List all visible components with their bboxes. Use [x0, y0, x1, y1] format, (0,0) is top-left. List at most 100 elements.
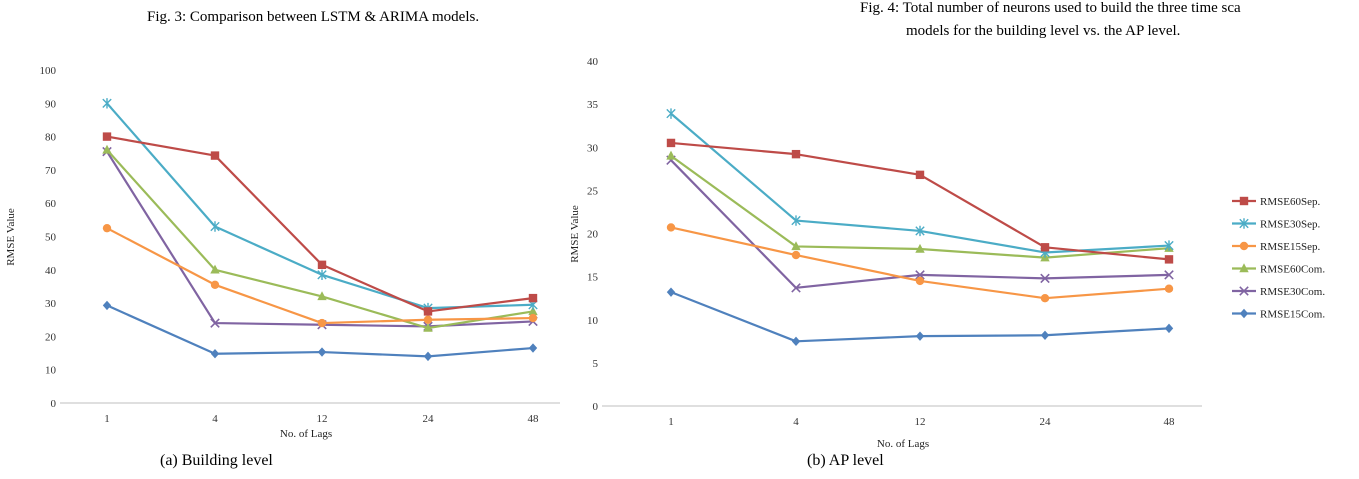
chart-building-level: 0 10 20 30 40 50 60 70 80 90 100 1 4 12 24 48 No. of Lag… [5, 65, 560, 440]
x-axis-label: No. of Lags [280, 428, 332, 440]
figure-4-caption-line1: Fig. 4: Total number of neurons used to … [860, 0, 1241, 16]
legend-label: RMSE60Sep. [1260, 196, 1320, 208]
series-rmse60com [102, 144, 538, 332]
data-point [423, 322, 433, 332]
legend-label: RMSE30Sep. [1260, 219, 1320, 231]
data-point [102, 223, 112, 233]
x-tick-label: 48 [1164, 416, 1176, 428]
data-point [1164, 240, 1174, 251]
y-tick-label: 30 [45, 298, 57, 310]
data-point [791, 149, 801, 159]
data-point [102, 98, 112, 109]
data-point [528, 306, 538, 316]
data-point [915, 225, 925, 237]
series-rmse30com [102, 146, 538, 332]
data-point [102, 300, 112, 311]
subcaption-ap-level: (b) AP level [807, 452, 884, 469]
data-point [791, 250, 801, 260]
legend-marker [1239, 196, 1249, 206]
series-line [106, 135, 534, 313]
data-point [317, 318, 327, 328]
x-tick-label: 1 [104, 413, 110, 425]
data-point [1164, 284, 1174, 293]
data-point [210, 221, 220, 232]
legend-item: RMSE30Com. [1232, 286, 1325, 298]
x-tick-label: 4 [212, 413, 218, 425]
series-line [670, 159, 1170, 289]
x-tick-label: 24 [423, 413, 435, 425]
series-line [670, 226, 1170, 300]
data-point [915, 276, 925, 286]
figure-4-caption-line2: models for the building level vs. the AP… [906, 23, 1181, 39]
series-line [106, 227, 534, 325]
y-tick-label: 60 [45, 198, 57, 210]
y-tick-label: 20 [587, 229, 599, 241]
legend-label: RMSE15Com. [1260, 309, 1325, 321]
y-tick-label: 25 [587, 185, 599, 197]
y-tick-label: 40 [587, 56, 599, 68]
y-tick-label: 70 [45, 165, 57, 177]
series-rmse15sep [666, 223, 1174, 303]
data-point [1164, 323, 1174, 334]
x-tick-label: 48 [528, 413, 540, 425]
x-tick-label: 12 [915, 416, 926, 428]
series-rmse30sep [102, 98, 538, 314]
data-point [102, 144, 112, 154]
data-point [915, 270, 925, 280]
data-point [1040, 243, 1050, 252]
series-rmse15com [102, 300, 538, 362]
series-rmse60sep [666, 138, 1174, 264]
subcaption-building-level: (a) Building level [160, 452, 273, 469]
legend-item: RMSE15Sep. [1232, 241, 1320, 253]
y-tick-label: 50 [45, 232, 57, 244]
data-point [791, 241, 801, 251]
data-point [1040, 330, 1050, 340]
y-tick-label: 5 [593, 358, 599, 370]
chart-ap-level: 0 5 10 15 20 25 30 35 40 1 4 12 24 48 No. of Lags RMSE … [569, 56, 1325, 450]
legend-marker [1239, 308, 1249, 319]
data-point [666, 287, 676, 297]
legend-item: RMSE15Com. [1232, 309, 1325, 321]
data-point [666, 223, 676, 232]
legend-label: RMSE15Sep. [1260, 241, 1320, 253]
data-point [317, 347, 327, 357]
data-point [666, 138, 676, 148]
data-point [528, 313, 538, 323]
legend: RMSE60Sep. RMSE30Sep. RMSE15Sep. RMSE60Com.… [1232, 196, 1325, 321]
series-line [106, 304, 534, 358]
data-point [915, 170, 925, 180]
y-axis-label: RMSE Value [5, 208, 17, 266]
y-tick-label: 30 [587, 142, 599, 154]
series-rmse60com [666, 150, 1174, 262]
data-point [1040, 273, 1050, 284]
x-axis-label: No. of Lags [877, 438, 929, 450]
data-point [210, 280, 220, 289]
data-point [102, 132, 112, 141]
x-tick-label: 12 [317, 413, 328, 425]
data-point [210, 264, 220, 274]
series-line [670, 141, 1170, 261]
series-rmse30sep [666, 108, 1174, 258]
data-point [1040, 293, 1050, 303]
y-tick-label: 15 [587, 272, 599, 284]
data-point [210, 318, 220, 328]
y-tick-label: 90 [45, 98, 57, 110]
legend-marker [1239, 241, 1249, 251]
legend-item: RMSE60Com. [1232, 263, 1325, 276]
legend-item: RMSE60Sep. [1232, 196, 1320, 208]
y-tick-label: 10 [587, 315, 599, 327]
series-rmse15com [666, 287, 1174, 347]
legend-label: RMSE60Com. [1260, 264, 1325, 276]
y-axis-label: RMSE Value [569, 205, 581, 263]
series-rmse15sep [102, 223, 538, 328]
y-tick-label: 10 [45, 365, 57, 377]
data-point [317, 291, 327, 301]
data-point [317, 269, 327, 280]
data-point [423, 315, 433, 324]
data-point [528, 293, 538, 303]
series-rmse60sep [102, 132, 538, 316]
legend-marker [1239, 218, 1249, 229]
data-point [791, 215, 801, 226]
y-tick-label: 0 [593, 401, 599, 413]
